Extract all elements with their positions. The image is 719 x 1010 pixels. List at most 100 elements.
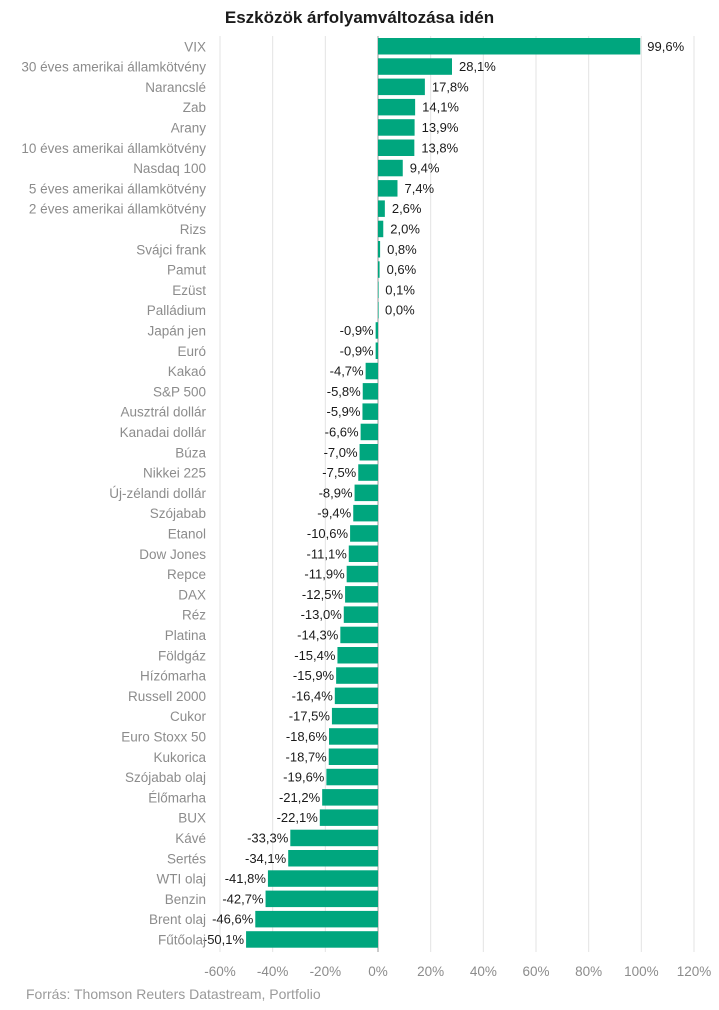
bars <box>246 38 641 948</box>
category-label: Szójabab <box>150 506 206 521</box>
category-label: Russell 2000 <box>128 689 206 704</box>
data-label: -14,3% <box>297 627 339 642</box>
data-label: 13,8% <box>421 140 458 155</box>
category-label: Élőmarha <box>148 790 206 805</box>
category-label: Fűtőolaj <box>158 932 206 947</box>
category-label: DAX <box>178 587 206 602</box>
data-label: 0,8% <box>387 242 417 257</box>
bar <box>337 647 378 664</box>
x-axis-ticks: -60% -40% -20% 0% 20% 40% 60% 80% 100% 120% <box>204 964 711 979</box>
x-tick-label: 80% <box>575 964 602 979</box>
bar <box>265 890 378 908</box>
x-tick-label: 100% <box>624 964 659 979</box>
data-label: 9,4% <box>410 161 440 176</box>
category-labels: VIX 30 éves amerikai államkötvény Narancsl… <box>21 39 206 947</box>
bar <box>246 931 378 948</box>
data-label: -13,0% <box>301 607 343 622</box>
data-label: -4,7% <box>330 364 364 379</box>
data-label: -18,7% <box>286 749 328 764</box>
category-label: Kakaó <box>168 364 206 379</box>
bar <box>348 545 378 562</box>
category-label: 2 éves amerikai államkötvény <box>29 202 206 217</box>
bar <box>365 362 378 380</box>
category-label: Új-zélandi dollár <box>109 486 206 501</box>
data-label: -5,9% <box>326 404 360 419</box>
category-label: Kanadai dollár <box>120 425 207 440</box>
category-label: S&P 500 <box>153 384 206 399</box>
data-label: -5,8% <box>327 384 361 399</box>
bar <box>328 748 378 765</box>
bar <box>326 768 378 786</box>
bar <box>378 38 641 55</box>
bar <box>267 870 378 887</box>
bar <box>288 850 378 867</box>
data-label: -11,1% <box>307 546 348 561</box>
category-label: Ezüst <box>172 283 206 298</box>
x-tick-label: 120% <box>677 964 712 979</box>
data-label: -7,0% <box>324 445 358 460</box>
data-label: -41,8% <box>225 871 267 886</box>
category-label: Kávé <box>175 831 206 846</box>
data-label: 0,1% <box>385 282 415 297</box>
category-label: Pamut <box>167 263 206 278</box>
bar <box>350 525 378 542</box>
category-label: VIX <box>184 39 206 54</box>
category-label: Nikkei 225 <box>143 466 206 481</box>
category-label: Rizs <box>180 222 206 237</box>
category-label: Palládium <box>147 303 206 318</box>
category-label: Narancslé <box>145 80 206 95</box>
bar <box>362 383 378 400</box>
bar <box>329 728 378 745</box>
category-label: Réz <box>182 608 206 623</box>
bar <box>290 829 378 847</box>
data-label: -11,9% <box>304 567 345 582</box>
data-label: -16,4% <box>292 688 334 703</box>
data-label: -19,6% <box>283 770 325 785</box>
category-label: BUX <box>178 811 206 826</box>
data-label: -12,5% <box>302 587 344 602</box>
data-label: 7,4% <box>404 181 434 196</box>
data-label: -6,6% <box>325 424 359 439</box>
data-label: -7,5% <box>322 465 356 480</box>
data-label: 0,6% <box>387 262 417 277</box>
data-label: -0,9% <box>340 343 374 358</box>
bar <box>378 78 425 96</box>
source-note: Forrás: Thomson Reuters Datastream, Port… <box>26 986 321 1002</box>
category-label: Platina <box>165 628 207 643</box>
bar <box>346 565 378 583</box>
category-label: Dow Jones <box>139 547 206 562</box>
x-tick-label: -40% <box>257 964 289 979</box>
category-label: Búza <box>175 445 206 460</box>
value-labels: 99,6% 28,1% 17,8% 14,1% 13,9% 13,8% 9,4% 7,4% 2,… <box>203 39 685 947</box>
data-label: -8,9% <box>319 485 353 500</box>
category-label: Svájci frank <box>136 242 206 257</box>
bar <box>378 98 416 116</box>
bar <box>375 342 378 359</box>
category-label: Repce <box>167 567 206 582</box>
category-label: Földgáz <box>158 648 206 663</box>
data-label: -0,9% <box>340 323 374 338</box>
data-label: 28,1% <box>459 59 496 74</box>
category-label: Arany <box>171 120 207 135</box>
bar <box>378 180 398 197</box>
bar <box>334 687 378 705</box>
bar <box>378 58 452 75</box>
bar <box>353 504 378 522</box>
category-label: Euró <box>177 344 206 359</box>
data-label: 17,8% <box>432 79 469 94</box>
x-tick-label: 20% <box>417 964 444 979</box>
x-tick-label: -60% <box>204 964 236 979</box>
x-tick-label: 0% <box>368 964 388 979</box>
data-label: -9,4% <box>317 506 351 521</box>
category-label: Benzin <box>165 892 206 907</box>
data-label: -17,5% <box>289 709 331 724</box>
bar <box>354 484 378 502</box>
bar <box>378 159 403 177</box>
category-label: Etanol <box>168 526 206 541</box>
category-label: Kukorica <box>153 750 206 765</box>
bar <box>340 626 378 644</box>
x-tick-label: 60% <box>522 964 549 979</box>
category-label: Brent olaj <box>149 912 206 927</box>
data-label: -33,3% <box>247 830 289 845</box>
